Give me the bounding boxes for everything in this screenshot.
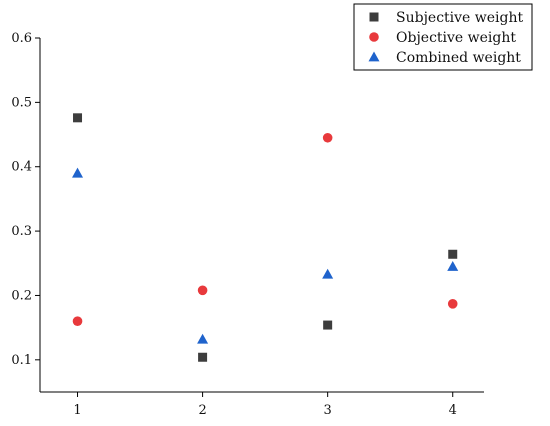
y-tick-label: 0.6 — [11, 31, 32, 46]
point-triangle — [197, 333, 209, 344]
legend-marker-circle — [369, 32, 379, 42]
point-square — [448, 249, 458, 259]
axes: 0.1 0.2 0.3 0.4 0.5 0.6 1 2 3 4 — [11, 31, 484, 418]
point-triangle — [72, 167, 84, 178]
legend-marker-square — [369, 12, 379, 22]
x-tick-label: 2 — [198, 403, 206, 418]
point-square — [323, 320, 333, 330]
point-square — [73, 113, 83, 123]
point-circle — [197, 285, 208, 296]
y-tick-label: 0.2 — [11, 288, 32, 303]
legend-label: Objective weight — [396, 30, 516, 46]
point-circle — [447, 299, 458, 309]
point-triangle — [447, 260, 459, 271]
data-points — [72, 113, 459, 362]
legend: Subjective weight Objective weight Combine… — [353, 3, 533, 71]
x-tick-label: 3 — [324, 403, 332, 418]
x-tick-label: 4 — [449, 403, 457, 418]
point-circle — [72, 316, 83, 327]
point-circle — [322, 132, 333, 143]
y-tick-label: 0.1 — [11, 353, 32, 368]
legend-label: Combined weight — [396, 50, 521, 66]
y-tick-label: 0.5 — [11, 95, 32, 110]
legend-marker-triangle — [368, 51, 380, 62]
x-tick-label: 1 — [73, 403, 81, 418]
point-triangle — [322, 268, 334, 279]
legend-box — [353, 3, 533, 71]
point-square — [198, 352, 208, 362]
y-tick-label: 0.3 — [11, 224, 32, 239]
y-tick-label: 0.4 — [11, 160, 32, 175]
legend-label: Subjective weight — [396, 10, 524, 26]
